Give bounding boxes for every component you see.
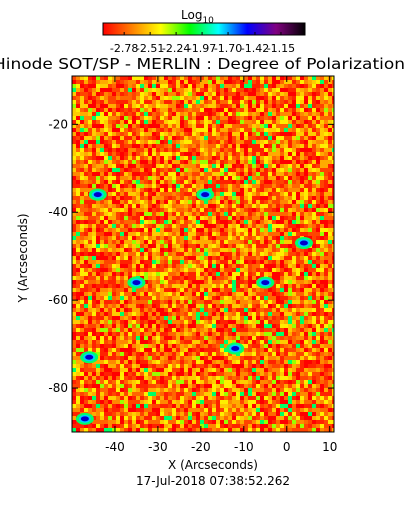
x-tick-label: -20 — [191, 440, 211, 454]
colorbar-label: Log10 — [181, 8, 214, 26]
axis-ticks: -40 -30 -20 -10 0 10 -80 -60 -40 -20 — [48, 76, 337, 454]
x-tick-label: -10 — [234, 440, 254, 454]
colorbar-tick-label: -2.78 — [110, 42, 138, 55]
svg-text:Log10: Log10 — [181, 8, 214, 26]
timestamp: 17-Jul-2018 07:38:52.262 — [136, 474, 290, 488]
y-tick-label: -40 — [48, 205, 68, 219]
x-tick-label: -30 — [148, 440, 168, 454]
x-axis-label: X (Arcseconds) — [168, 458, 258, 472]
colorbar-tick-label: -2.51 — [136, 42, 164, 55]
colorbar-tick-label: -2.24 — [162, 42, 190, 55]
polarization-patch — [196, 188, 215, 201]
colorbar-tick-label: -1.42 — [241, 42, 269, 55]
polarization-patch — [80, 351, 99, 364]
chart-title: Hinode SOT/SP - MERLIN : Degree of Polar… — [0, 55, 405, 73]
polarization-patch — [294, 237, 313, 250]
plot-frame — [71, 75, 335, 433]
polarization-patch — [226, 342, 245, 355]
colorbar-tick-label: -1.97 — [188, 42, 216, 55]
colorbar-label-sub: 10 — [202, 16, 214, 26]
polarization-patch — [256, 276, 275, 289]
colorbar-tick-label: -1.15 — [267, 42, 295, 55]
x-tick-label: 0 — [283, 440, 291, 454]
polarization-patch — [75, 412, 94, 425]
colorbar-tick-label: -1.70 — [214, 42, 242, 55]
x-tick-label: -40 — [105, 440, 125, 454]
x-tick-label: 10 — [322, 440, 337, 454]
polarization-patch — [127, 276, 146, 289]
colorbar-tick-labels: -2.78-2.51-2.24-1.97-1.70-1.42-1.15 — [110, 32, 295, 55]
y-tick-label: -80 — [48, 381, 68, 395]
y-axis-label: Y (Arcseconds) — [16, 213, 30, 303]
polarization-patch — [88, 188, 107, 201]
colorbar-label-text: Log — [181, 8, 202, 22]
heatmap-plot — [72, 76, 334, 432]
y-tick-label: -20 — [48, 117, 68, 131]
y-tick-label: -60 — [48, 293, 68, 307]
